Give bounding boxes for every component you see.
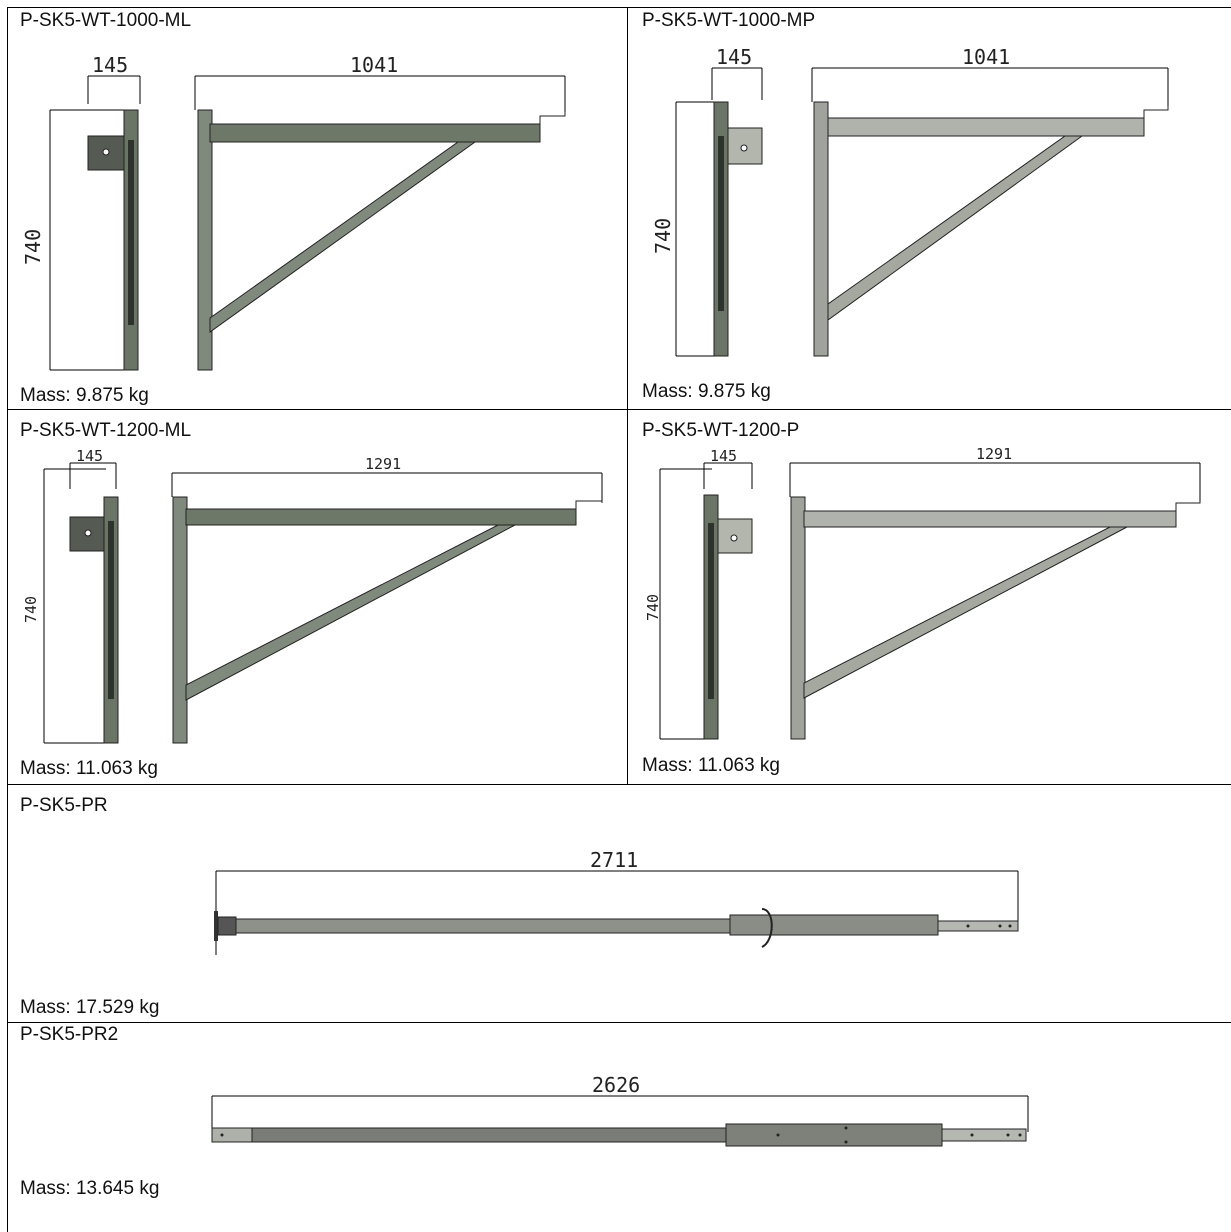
table-border-left (7, 7, 8, 1232)
cell-title-1200-ml: P-SK5-WT-1200-ML (20, 420, 192, 441)
dim-height-label: 740 (21, 229, 45, 265)
cell-mass-1000-mp: Mass: 9.875 kg (642, 381, 771, 402)
dim-width-label: 145 (92, 53, 128, 77)
cell-title-pr2: P-SK5-PR2 (20, 1024, 119, 1045)
diagonal-brace (209, 141, 477, 333)
table-border-top (7, 7, 1231, 8)
dim-length-label: 1041 (350, 53, 398, 77)
cell-title-1000-ml: P-SK5-WT-1000-ML (20, 10, 192, 31)
cell-mass-1200-p: Mass: 11.063 kg (642, 755, 781, 776)
table-divider-vertical (627, 7, 628, 785)
front-post (813, 101, 829, 357)
dim-length-label: 2711 (590, 848, 638, 872)
table-divider-row-2 (7, 784, 1231, 785)
front-post (790, 496, 806, 740)
prop-end-bar (937, 920, 1019, 932)
cell-title-pr: P-SK5-PR (20, 795, 108, 816)
top-beam (803, 510, 1177, 528)
top-beam (827, 117, 1145, 137)
dim-height-label: 740 (22, 596, 40, 623)
cell-mass-pr2: Mass: 13.645 kg (20, 1178, 160, 1199)
prop-inner-tube (725, 1123, 943, 1147)
prop-end-bar (941, 1128, 1027, 1142)
dim-length-label: 1291 (365, 455, 401, 473)
diagonal-brace (827, 135, 1084, 321)
prop-start-bar (211, 1127, 253, 1143)
table-divider-row-3 (7, 1022, 1231, 1023)
bracket-drawing-1000-ml: 145 1041 740 (21, 53, 566, 371)
dim-length-label: 1041 (962, 45, 1010, 69)
bracket-drawing-1000-mp: 145 1041 740 (651, 45, 1169, 357)
dim-length-label: 1291 (976, 445, 1012, 463)
dim-height-label: 740 (644, 594, 662, 621)
diagonal-brace (185, 524, 516, 701)
bracket-drawing-1200-p: 145 1291 740 (644, 445, 1201, 740)
cell-mass-1200-ml: Mass: 11.063 kg (20, 758, 159, 779)
top-beam (209, 123, 541, 143)
dim-width-label: 145 (710, 447, 737, 465)
diagonal-brace (803, 526, 1128, 699)
top-beam (185, 508, 577, 526)
cell-title-1200-p: P-SK5-WT-1200-P (642, 420, 800, 441)
prop-outer-tube (251, 1127, 727, 1143)
prop-inner-tube (729, 914, 939, 936)
cell-title-1000-mp: P-SK5-WT-1000-MP (642, 10, 816, 31)
dim-height-label: 740 (651, 218, 675, 254)
prop-drawing-pr2: 2626 (211, 1073, 1029, 1147)
prop-base-plate (214, 911, 218, 941)
prop-outer-tube (235, 918, 731, 934)
bracket-drawing-1200-ml: 145 1291 740 (22, 447, 603, 744)
prop-drawing-pr: 2711 (214, 848, 1019, 955)
cell-mass-pr: Mass: 17.529 kg (20, 997, 160, 1018)
dim-length-label: 2626 (592, 1073, 640, 1097)
front-post (197, 109, 213, 371)
front-post (172, 496, 188, 744)
dim-width-label: 145 (76, 447, 103, 465)
table-divider-row-1 (7, 409, 1231, 410)
cell-mass-1000-ml: Mass: 9.875 kg (20, 385, 149, 406)
dim-width-label: 145 (716, 45, 752, 69)
